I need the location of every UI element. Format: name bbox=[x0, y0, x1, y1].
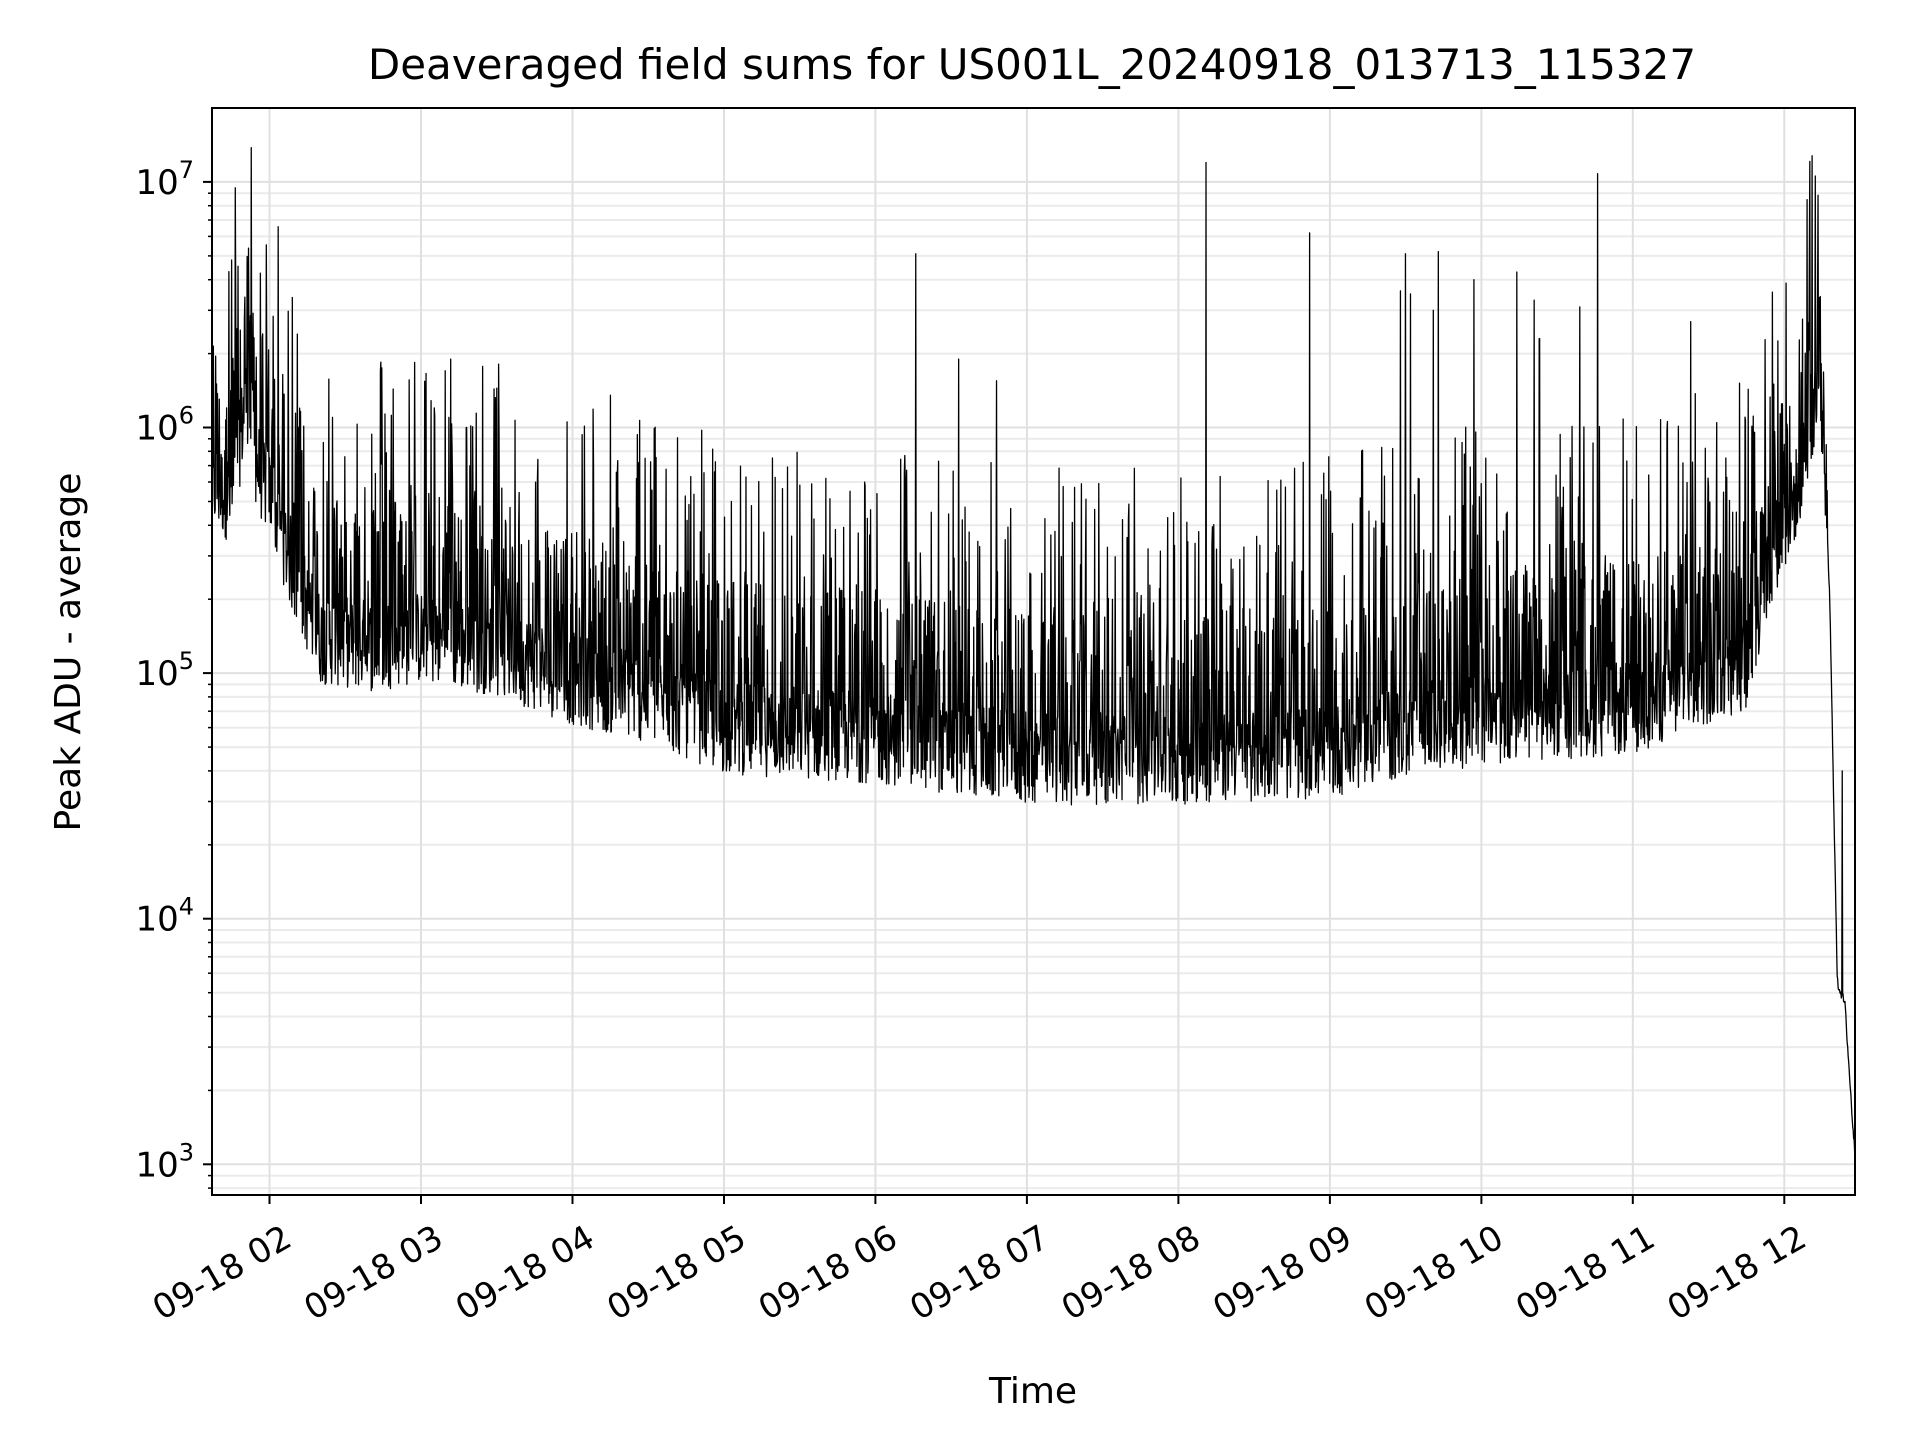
y-tick-label: 104 bbox=[135, 893, 194, 940]
series-layer bbox=[211, 147, 1856, 1158]
x-axis-label: Time bbox=[988, 1371, 1077, 1412]
y-tick-label: 105 bbox=[135, 647, 194, 694]
y-tick-label: 103 bbox=[135, 1138, 194, 1185]
series-line bbox=[211, 147, 1856, 1158]
chart-title: Deaveraged field sums for US001L_2024091… bbox=[368, 40, 1696, 89]
y-axis-label: Peak ADU - average bbox=[48, 473, 89, 832]
y-tick-label: 107 bbox=[135, 156, 194, 203]
plot-frame bbox=[211, 107, 1856, 1196]
y-tick-label: 106 bbox=[135, 402, 194, 449]
y-axis-ticks: 103 104 105 106 107 bbox=[135, 156, 212, 1189]
